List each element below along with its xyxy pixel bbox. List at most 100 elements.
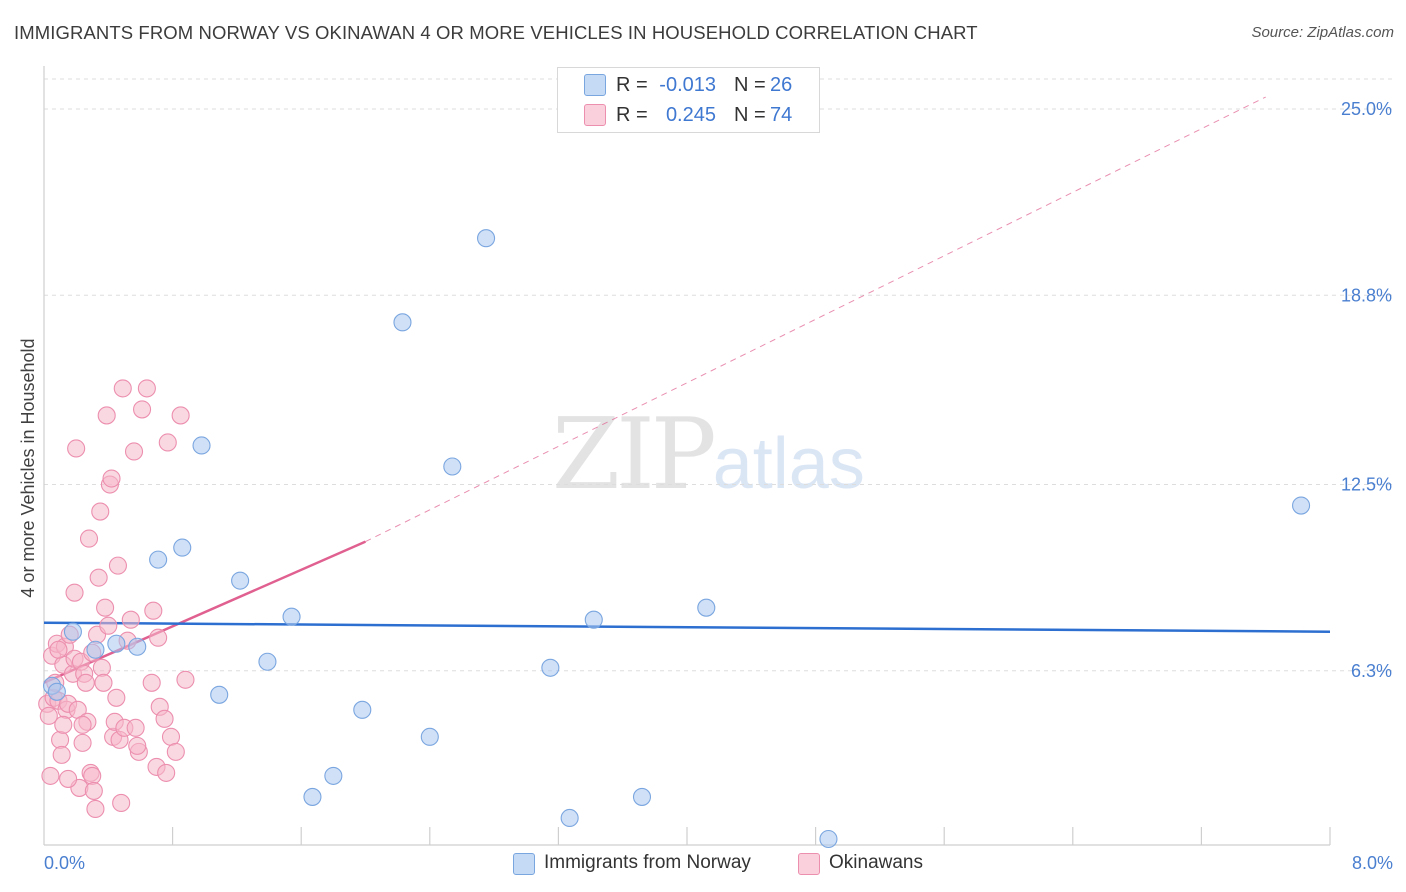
norway-point bbox=[128, 637, 147, 656]
okinawans-point bbox=[133, 400, 152, 419]
okinawans-point bbox=[94, 673, 113, 692]
norway-point bbox=[819, 829, 838, 849]
watermark: ZIPatlas bbox=[552, 398, 865, 512]
norway-point bbox=[231, 571, 250, 590]
correlation-legend: R = -0.013 N = 26 R = 0.245 N = 74 bbox=[557, 67, 820, 133]
okinawans-point bbox=[52, 745, 71, 764]
norway-point bbox=[258, 652, 277, 671]
series-swatch-norway bbox=[513, 853, 535, 875]
okinawans-point bbox=[121, 610, 140, 629]
norway-point bbox=[393, 313, 412, 332]
okinawans-point bbox=[113, 379, 132, 398]
okinawans-point bbox=[97, 406, 116, 425]
okinawans-point bbox=[96, 598, 115, 617]
okinawans-point bbox=[86, 799, 105, 819]
norway-trend-line bbox=[43, 621, 1331, 633]
axes bbox=[43, 66, 1331, 846]
legend-swatch-norway bbox=[584, 74, 606, 96]
norway-point bbox=[192, 436, 211, 455]
norway-point bbox=[63, 622, 82, 641]
okinawans-point bbox=[166, 742, 185, 761]
norway-point bbox=[560, 808, 579, 828]
okinawans-point bbox=[49, 640, 68, 659]
series-legend: Immigrants from Norway Okinawans bbox=[0, 852, 1406, 878]
okinawans-point bbox=[128, 736, 147, 755]
norway-point bbox=[1292, 496, 1311, 515]
okinawans-point bbox=[83, 766, 102, 785]
legend-r-value: 0.245 bbox=[665, 104, 716, 126]
legend-n-label: N = bbox=[734, 74, 766, 96]
okinawans-point bbox=[79, 529, 99, 548]
okinawans-point bbox=[155, 709, 174, 728]
y-tick-label: 12.5% bbox=[1341, 475, 1392, 495]
okinawans-point bbox=[73, 733, 92, 752]
norway-point bbox=[303, 787, 322, 806]
okinawans-point bbox=[126, 718, 145, 737]
legend-r-label: R = bbox=[616, 104, 648, 126]
okinawans-point bbox=[51, 730, 70, 749]
norway-point bbox=[584, 610, 603, 629]
legend-swatch-okinawans bbox=[584, 104, 606, 126]
watermark-zip: ZIP bbox=[552, 398, 717, 512]
x-tick-label: 8.0% bbox=[1352, 853, 1393, 873]
okinawans-point bbox=[137, 379, 156, 398]
norway-point bbox=[443, 457, 462, 476]
okinawans-point bbox=[76, 673, 95, 692]
norway-point bbox=[210, 685, 229, 704]
okinawans-point bbox=[107, 688, 126, 707]
okinawans-point bbox=[41, 766, 60, 785]
okinawans-point bbox=[157, 763, 176, 782]
axis-labels: 6.3% 12.5% 18.8% 25.0% 0.0% 8.0% 4 or more Veh… bbox=[18, 99, 1393, 873]
okinawans-point bbox=[158, 433, 177, 452]
norway-point bbox=[282, 607, 301, 626]
okinawans-point bbox=[99, 616, 118, 635]
chart-title: IMMIGRANTS FROM NORWAY VS OKINAWAN 4 OR … bbox=[14, 22, 978, 43]
okinawans-point bbox=[92, 658, 111, 677]
trend-lines bbox=[43, 96, 1331, 684]
okinawans-point bbox=[89, 568, 108, 587]
okinawans-point bbox=[176, 670, 195, 689]
norway-point bbox=[632, 787, 652, 806]
watermark-atlas: atlas bbox=[712, 424, 865, 504]
okinawans-point bbox=[142, 673, 161, 692]
okinawans-point bbox=[39, 706, 58, 725]
norway-point bbox=[477, 229, 496, 248]
legend-n-label: N = bbox=[734, 104, 766, 126]
legend-row-okinawans: R = 0.245 N = 74 bbox=[558, 100, 819, 130]
y-tick-label: 6.3% bbox=[1351, 661, 1392, 681]
x-tick-label: 0.0% bbox=[44, 853, 85, 873]
y-axis-label: 4 or more Vehicles in Household bbox=[18, 338, 38, 597]
okinawans-point bbox=[144, 601, 163, 620]
y-tick-label: 25.0% bbox=[1341, 99, 1392, 119]
norway-point bbox=[541, 658, 560, 677]
series-label-okinawans: Okinawans bbox=[829, 852, 923, 873]
okinawans-point bbox=[67, 439, 86, 458]
okinawans-point bbox=[161, 727, 181, 746]
norway-point bbox=[697, 598, 716, 617]
okinawans-point bbox=[54, 715, 73, 734]
series-swatch-okinawans bbox=[798, 853, 820, 875]
data-points bbox=[38, 229, 1311, 849]
okinawans-point bbox=[84, 781, 103, 800]
okinawans-point bbox=[112, 793, 131, 812]
norway-point bbox=[86, 640, 105, 659]
norway-point bbox=[149, 550, 168, 569]
legend-r-label: R = bbox=[616, 74, 648, 96]
okinawans-point bbox=[59, 769, 78, 788]
okinawans-trend-extension bbox=[365, 96, 1266, 543]
okinawans-point bbox=[149, 628, 168, 647]
okinawans-point bbox=[102, 469, 121, 488]
okinawans-point bbox=[171, 406, 190, 425]
norway-point bbox=[420, 727, 439, 746]
legend-n-value: 26 bbox=[770, 74, 793, 96]
norway-point bbox=[173, 538, 192, 557]
okinawans-point bbox=[124, 442, 144, 461]
legend-r-value: -0.013 bbox=[659, 74, 716, 96]
norway-point bbox=[107, 634, 126, 653]
norway-point bbox=[353, 700, 372, 719]
norway-point bbox=[47, 682, 66, 701]
norway-point bbox=[324, 766, 343, 785]
okinawans-point bbox=[73, 715, 92, 734]
okinawans-point bbox=[91, 502, 110, 521]
